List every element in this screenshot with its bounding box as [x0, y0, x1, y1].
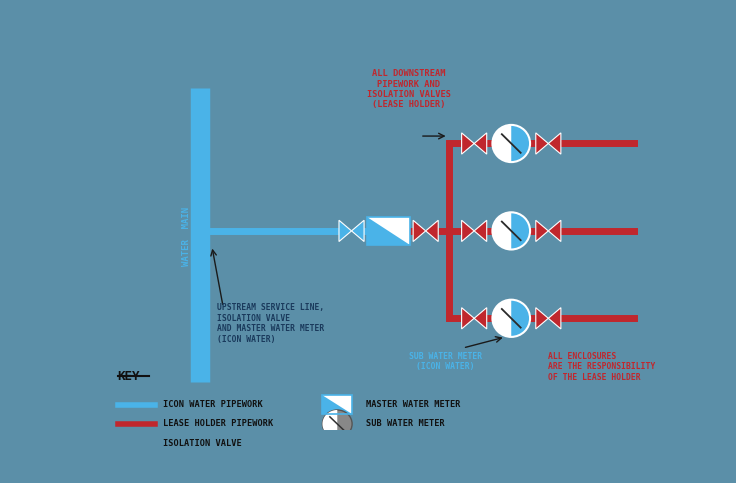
Polygon shape: [548, 220, 561, 242]
Ellipse shape: [492, 125, 530, 162]
Polygon shape: [548, 308, 561, 329]
Text: ISOLATION VALVE: ISOLATION VALVE: [163, 439, 242, 448]
Polygon shape: [352, 220, 364, 242]
Polygon shape: [136, 435, 146, 452]
Polygon shape: [492, 213, 512, 250]
Text: ALL ENCLOSURES
ARE THE RESPONSIBILITY
OF THE LEASE HOLDER: ALL ENCLOSURES ARE THE RESPONSIBILITY OF…: [548, 352, 656, 382]
Polygon shape: [322, 410, 337, 438]
Polygon shape: [474, 220, 486, 242]
Polygon shape: [492, 125, 512, 162]
FancyBboxPatch shape: [322, 395, 352, 414]
Polygon shape: [536, 308, 548, 329]
Polygon shape: [492, 299, 512, 337]
Polygon shape: [339, 220, 352, 242]
Text: ICON WATER PIPEWORK: ICON WATER PIPEWORK: [163, 400, 263, 409]
Text: LEASE HOLDER PIPEWORK: LEASE HOLDER PIPEWORK: [163, 419, 274, 428]
FancyBboxPatch shape: [367, 217, 410, 245]
Text: WATER  MAIN: WATER MAIN: [182, 207, 191, 266]
Text: SUB WATER METER: SUB WATER METER: [366, 419, 445, 428]
Text: ALL DOWNSTREAM
PIPEWORK AND
ISOLATION VALVES
(LEASE HOLDER): ALL DOWNSTREAM PIPEWORK AND ISOLATION VA…: [367, 69, 450, 109]
Ellipse shape: [492, 213, 530, 250]
Text: KEY: KEY: [118, 370, 140, 384]
Ellipse shape: [492, 299, 530, 337]
Polygon shape: [474, 133, 486, 154]
Text: MASTER WATER METER: MASTER WATER METER: [366, 400, 460, 409]
Polygon shape: [536, 133, 548, 154]
Polygon shape: [461, 308, 474, 329]
Polygon shape: [474, 308, 486, 329]
Ellipse shape: [322, 410, 352, 438]
Polygon shape: [413, 220, 425, 242]
Polygon shape: [425, 220, 438, 242]
Polygon shape: [536, 220, 548, 242]
Polygon shape: [322, 395, 352, 414]
Polygon shape: [461, 220, 474, 242]
Polygon shape: [127, 435, 136, 452]
Polygon shape: [548, 133, 561, 154]
Text: UPSTREAM SERVICE LINE,
ISOLATION VALVE
AND MASTER WATER METER
(ICON WATER): UPSTREAM SERVICE LINE, ISOLATION VALVE A…: [218, 303, 325, 343]
Polygon shape: [461, 133, 474, 154]
Polygon shape: [367, 217, 410, 245]
Text: SUB WATER METER
(ICON WATER): SUB WATER METER (ICON WATER): [409, 352, 482, 371]
